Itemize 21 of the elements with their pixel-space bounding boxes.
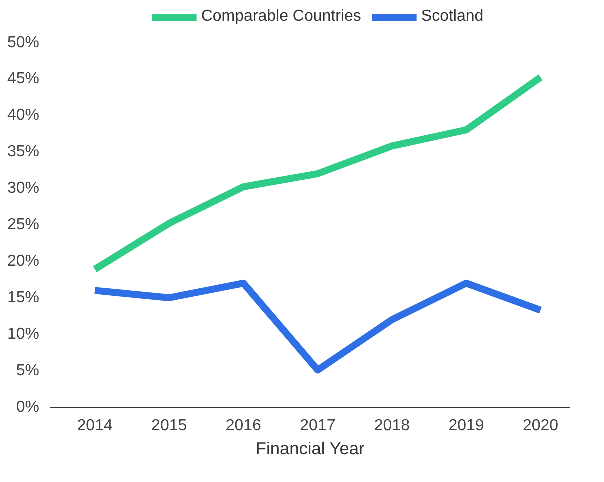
y-tick-label: 20%	[7, 253, 40, 270]
x-tick-label: 2018	[374, 418, 410, 434]
y-tick-label: 35%	[7, 144, 40, 160]
y-tick-label: 15%	[7, 290, 40, 306]
legend-label: Scotland	[421, 8, 484, 26]
y-tick-label: 30%	[7, 180, 40, 197]
y-tick-label: 50%	[7, 34, 40, 52]
x-tick-label: 2019	[448, 418, 484, 434]
x-tick-label: 2016	[226, 418, 262, 434]
y-tick-label: 25%	[7, 216, 40, 234]
x-tick-label: 2015	[152, 418, 188, 434]
y-tick-label: 5%	[16, 362, 40, 380]
y-tick-label: 45%	[7, 70, 40, 88]
legend-label: Comparable Countries	[201, 8, 362, 26]
x-tick-label: 2014	[77, 418, 113, 434]
x-axis-title: Financial Year	[256, 438, 366, 458]
y-tick-label: 0%	[16, 399, 40, 416]
y-tick-label: 40%	[7, 107, 40, 124]
x-tick-label: 2017	[300, 418, 336, 434]
x-tick-label: 2020	[522, 418, 559, 434]
y-tick-label: 10%	[7, 326, 40, 343]
